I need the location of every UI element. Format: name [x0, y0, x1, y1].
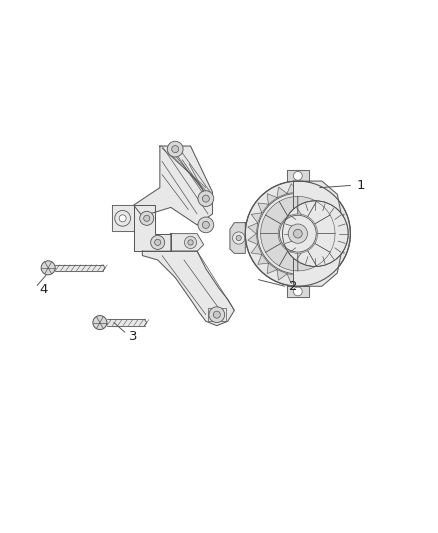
Text: 1: 1 [357, 179, 365, 192]
Polygon shape [134, 205, 171, 251]
Polygon shape [277, 187, 287, 198]
Circle shape [167, 141, 183, 157]
Polygon shape [334, 213, 344, 223]
Polygon shape [287, 170, 309, 181]
Polygon shape [319, 263, 328, 273]
Polygon shape [248, 233, 258, 245]
Polygon shape [142, 251, 234, 326]
Text: 2: 2 [289, 280, 297, 293]
Polygon shape [279, 251, 298, 271]
Circle shape [151, 236, 165, 249]
Circle shape [202, 221, 209, 229]
Polygon shape [298, 251, 316, 271]
Polygon shape [251, 245, 262, 254]
Circle shape [198, 191, 214, 206]
Polygon shape [293, 181, 342, 286]
Polygon shape [298, 274, 309, 284]
Circle shape [279, 215, 316, 252]
Circle shape [184, 236, 197, 248]
Polygon shape [327, 254, 338, 264]
Polygon shape [334, 245, 344, 254]
Circle shape [213, 311, 220, 318]
Polygon shape [258, 254, 268, 264]
Polygon shape [287, 184, 298, 193]
Circle shape [115, 211, 131, 226]
Polygon shape [230, 223, 245, 253]
Polygon shape [315, 215, 335, 233]
Polygon shape [307, 244, 330, 266]
Polygon shape [307, 201, 330, 224]
Polygon shape [248, 223, 258, 233]
Circle shape [283, 201, 348, 266]
Polygon shape [309, 187, 319, 198]
Polygon shape [107, 319, 145, 326]
Polygon shape [319, 193, 328, 204]
Polygon shape [279, 197, 298, 216]
Polygon shape [309, 270, 319, 280]
Polygon shape [327, 203, 338, 213]
Polygon shape [338, 223, 348, 233]
Polygon shape [315, 233, 335, 252]
Polygon shape [251, 213, 262, 223]
Circle shape [236, 236, 241, 241]
Polygon shape [261, 233, 281, 252]
Polygon shape [265, 244, 288, 266]
Circle shape [119, 215, 126, 222]
Circle shape [293, 229, 302, 238]
Circle shape [41, 261, 55, 275]
Circle shape [209, 307, 225, 322]
Text: 4: 4 [39, 283, 48, 296]
Circle shape [140, 211, 154, 225]
Circle shape [155, 239, 161, 246]
Polygon shape [277, 270, 287, 280]
Circle shape [188, 240, 193, 245]
Circle shape [202, 195, 209, 202]
Polygon shape [171, 233, 204, 251]
Polygon shape [55, 265, 103, 271]
Polygon shape [134, 146, 212, 225]
Circle shape [198, 217, 214, 233]
Polygon shape [267, 263, 277, 273]
Circle shape [233, 232, 245, 244]
Polygon shape [267, 193, 277, 204]
Polygon shape [298, 184, 309, 193]
Circle shape [245, 181, 350, 286]
Circle shape [144, 215, 150, 221]
Text: 3: 3 [129, 330, 138, 343]
Circle shape [93, 316, 107, 329]
Circle shape [172, 146, 179, 152]
Polygon shape [287, 274, 298, 284]
Polygon shape [265, 201, 288, 224]
Circle shape [293, 172, 302, 180]
Polygon shape [261, 215, 281, 233]
Polygon shape [298, 197, 316, 216]
Circle shape [258, 193, 338, 274]
Polygon shape [287, 286, 309, 297]
Circle shape [288, 224, 307, 243]
Polygon shape [112, 205, 134, 231]
Polygon shape [338, 233, 348, 245]
Polygon shape [258, 203, 268, 213]
Circle shape [293, 287, 302, 296]
